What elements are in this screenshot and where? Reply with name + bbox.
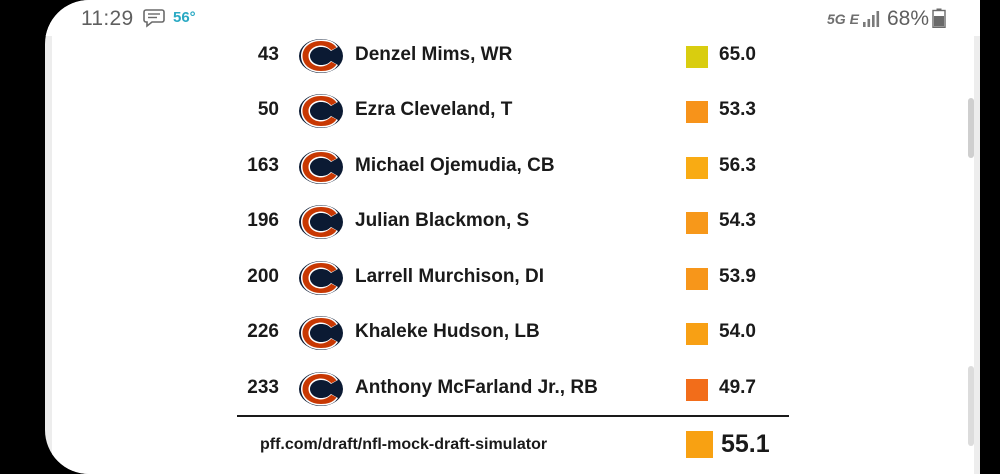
grade-color-square bbox=[686, 101, 708, 123]
pick-number: 196 bbox=[247, 210, 279, 231]
grade-color-square bbox=[686, 212, 708, 234]
scrollbar-track-segment bbox=[968, 366, 974, 446]
player-grade: 49.7 bbox=[719, 377, 756, 398]
pick-number: 43 bbox=[257, 44, 279, 65]
player-name: Julian Blackmon, S bbox=[355, 210, 530, 231]
player-grade: 56.3 bbox=[719, 155, 756, 176]
temperature: 56° bbox=[173, 9, 196, 26]
pick-number: 50 bbox=[257, 99, 279, 120]
status-bar: 11:29 56° 5G E 68% bbox=[45, 0, 980, 36]
player-name: Khaleke Hudson, LB bbox=[355, 321, 540, 342]
pick-row: 43 Denzel Mims, WR 65.0 bbox=[52, 36, 792, 76]
bears-logo-icon bbox=[299, 372, 343, 406]
grade-color-square bbox=[686, 268, 708, 290]
grade-color-square bbox=[686, 379, 708, 401]
bears-logo-icon bbox=[299, 261, 343, 295]
source-link[interactable]: pff.com/draft/nfl-mock-draft-simulator bbox=[260, 436, 548, 453]
bears-logo-icon bbox=[299, 205, 343, 239]
player-name: Denzel Mims, WR bbox=[355, 44, 513, 65]
signal-icon bbox=[863, 11, 880, 27]
bears-logo-icon bbox=[299, 94, 343, 128]
grade-color-square bbox=[686, 46, 708, 68]
player-grade: 53.9 bbox=[719, 266, 756, 287]
draft-results-page: 43 Denzel Mims, WR 65.0 50 Ezra Clevelan… bbox=[52, 36, 974, 474]
scrollbar-thumb[interactable] bbox=[968, 98, 974, 158]
status-time: 11:29 bbox=[81, 7, 134, 30]
message-icon bbox=[143, 9, 165, 28]
pick-number: 226 bbox=[247, 321, 279, 342]
pick-row: 163 Michael Ojemudia, CB 56.3 bbox=[52, 147, 792, 187]
pick-row: 226 Khaleke Hudson, LB 54.0 bbox=[52, 313, 792, 353]
pick-row: 50 Ezra Cleveland, T 53.3 bbox=[52, 91, 792, 131]
pick-row: 233 Anthony McFarland Jr., RB 49.7 bbox=[52, 369, 792, 409]
player-name: Anthony McFarland Jr., RB bbox=[355, 377, 598, 398]
pick-row: 196 Julian Blackmon, S 54.3 bbox=[52, 202, 792, 242]
phone-screen: 11:29 56° 5G E 68% 43 Denzel Mims, WR bbox=[45, 0, 980, 474]
bears-logo-icon bbox=[299, 150, 343, 184]
player-grade: 53.3 bbox=[719, 99, 756, 120]
network-type: 5G E bbox=[827, 11, 859, 27]
bears-logo-icon bbox=[299, 316, 343, 350]
bears-logo-icon bbox=[299, 39, 343, 73]
pick-number: 163 bbox=[247, 155, 279, 176]
battery-icon bbox=[932, 8, 946, 28]
grade-color-square bbox=[686, 323, 708, 345]
overall-grade: 55.1 bbox=[721, 430, 770, 458]
overall-grade-color-square bbox=[686, 431, 713, 458]
battery-percent: 68% bbox=[887, 7, 930, 30]
player-name: Larrell Murchison, DI bbox=[355, 266, 544, 287]
player-grade: 65.0 bbox=[719, 44, 756, 65]
player-name: Ezra Cleveland, T bbox=[355, 99, 513, 120]
player-grade: 54.0 bbox=[719, 321, 756, 342]
grade-color-square bbox=[686, 157, 708, 179]
total-divider bbox=[237, 415, 789, 417]
pick-number: 233 bbox=[247, 377, 279, 398]
player-name: Michael Ojemudia, CB bbox=[355, 155, 555, 176]
player-grade: 54.3 bbox=[719, 210, 756, 231]
pick-number: 200 bbox=[247, 266, 279, 287]
pick-row: 200 Larrell Murchison, DI 53.9 bbox=[52, 258, 792, 298]
